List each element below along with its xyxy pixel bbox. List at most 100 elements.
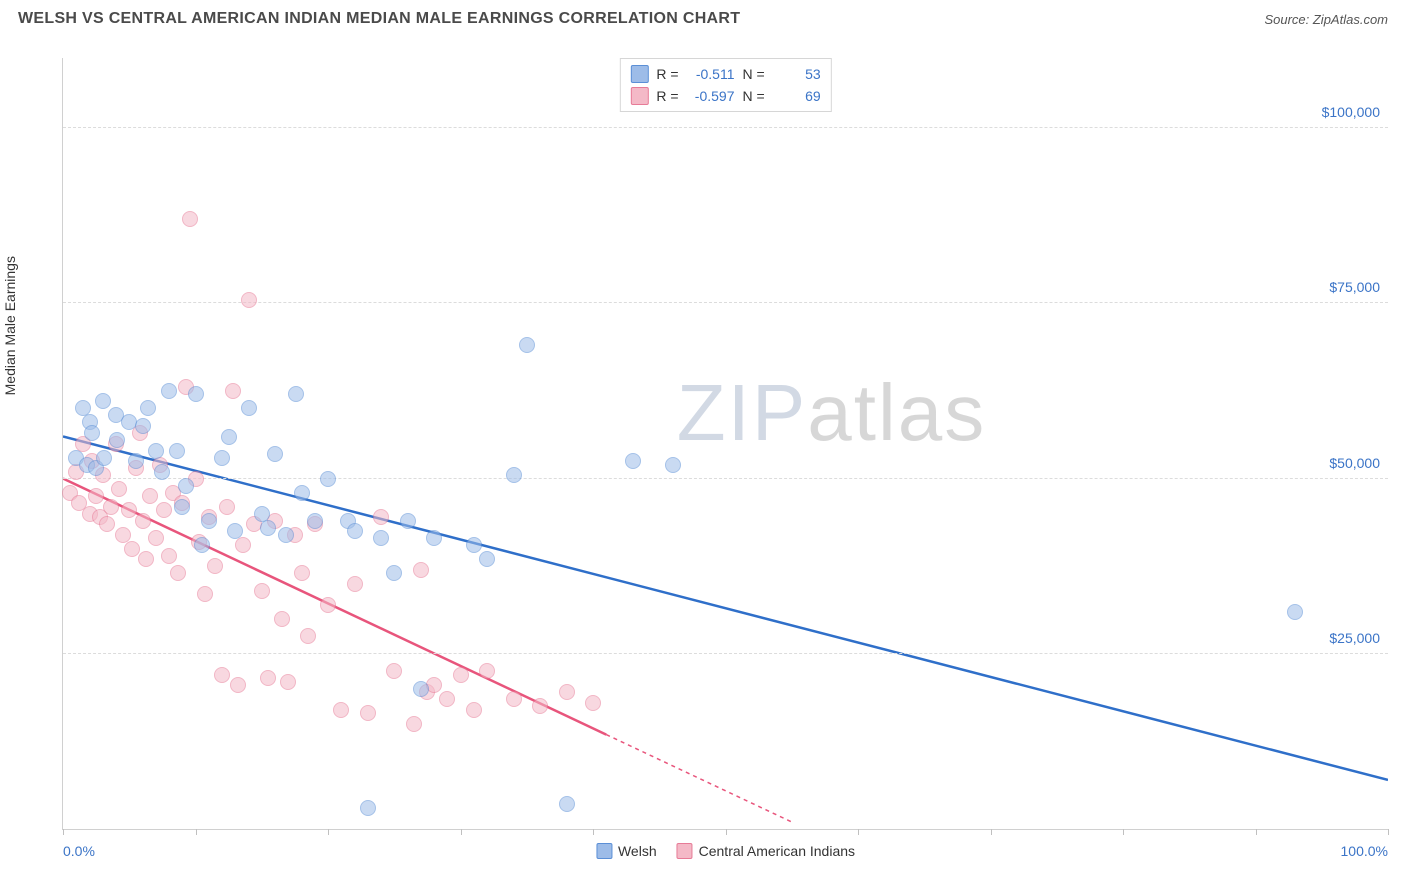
- data-point: [294, 565, 310, 581]
- data-point: [625, 453, 641, 469]
- gridline: [63, 653, 1388, 654]
- chart-source: Source: ZipAtlas.com: [1264, 12, 1388, 27]
- y-tick-label: $75,000: [1329, 279, 1380, 295]
- data-point: [140, 400, 156, 416]
- data-point: [307, 513, 323, 529]
- data-point: [333, 702, 349, 718]
- data-point: [148, 530, 164, 546]
- data-point: [426, 530, 442, 546]
- data-point: [241, 400, 257, 416]
- data-point: [214, 667, 230, 683]
- data-point: [194, 537, 210, 553]
- data-point: [347, 576, 363, 592]
- data-point: [219, 499, 235, 515]
- x-tick: [461, 829, 462, 835]
- data-point: [347, 523, 363, 539]
- data-point: [111, 481, 127, 497]
- x-tick: [63, 829, 64, 835]
- data-point: [124, 541, 140, 557]
- data-point: [532, 698, 548, 714]
- chart-area: Median Male Earnings ZIPatlas R =-0.511N…: [18, 40, 1388, 874]
- data-point: [178, 478, 194, 494]
- data-point: [506, 691, 522, 707]
- corr-n-label: N =: [743, 66, 765, 82]
- data-point: [260, 520, 276, 536]
- corr-r-label: R =: [656, 88, 678, 104]
- y-axis-label: Median Male Earnings: [2, 256, 18, 395]
- corr-r-value: -0.511: [687, 66, 735, 82]
- data-point: [241, 292, 257, 308]
- data-point: [280, 674, 296, 690]
- data-point: [294, 485, 310, 501]
- data-point: [300, 628, 316, 644]
- data-point: [400, 513, 416, 529]
- x-tick: [1388, 829, 1389, 835]
- x-tick: [858, 829, 859, 835]
- watermark-zip: ZIP: [677, 368, 807, 457]
- data-point: [95, 393, 111, 409]
- data-point: [227, 523, 243, 539]
- x-tick: [593, 829, 594, 835]
- data-point: [386, 663, 402, 679]
- corr-n-value: 53: [773, 66, 821, 82]
- gridline: [63, 127, 1388, 128]
- x-axis-min-label: 0.0%: [63, 843, 95, 859]
- legend-label: Welsh: [618, 843, 657, 859]
- plot-region: ZIPatlas R =-0.511N =53R =-0.597N =69 0.…: [62, 58, 1388, 830]
- data-point: [154, 464, 170, 480]
- data-point: [156, 502, 172, 518]
- data-point: [320, 471, 336, 487]
- data-point: [135, 418, 151, 434]
- data-point: [1287, 604, 1303, 620]
- data-point: [439, 691, 455, 707]
- data-point: [235, 537, 251, 553]
- y-tick-label: $100,000: [1322, 104, 1380, 120]
- trend-lines: [63, 58, 1388, 829]
- corr-legend-row: R = -0.597 N = 69: [630, 85, 820, 107]
- data-point: [138, 551, 154, 567]
- legend-swatch: [630, 65, 648, 83]
- legend-label: Central American Indians: [699, 843, 855, 859]
- data-point: [88, 488, 104, 504]
- data-point: [148, 443, 164, 459]
- data-point: [99, 516, 115, 532]
- x-tick: [1256, 829, 1257, 835]
- x-tick: [1123, 829, 1124, 835]
- data-point: [506, 467, 522, 483]
- data-point: [161, 548, 177, 564]
- data-point: [406, 716, 422, 732]
- corr-r-value: -0.597: [687, 88, 735, 104]
- legend-swatch: [677, 843, 693, 859]
- data-point: [214, 450, 230, 466]
- y-tick-label: $50,000: [1329, 455, 1380, 471]
- data-point: [135, 513, 151, 529]
- data-point: [585, 695, 601, 711]
- watermark: ZIPatlas: [677, 367, 986, 459]
- data-point: [161, 383, 177, 399]
- corr-n-value: 69: [773, 88, 821, 104]
- data-point: [84, 425, 100, 441]
- gridline: [63, 478, 1388, 479]
- data-point: [182, 211, 198, 227]
- data-point: [360, 705, 376, 721]
- gridline: [63, 302, 1388, 303]
- data-point: [559, 796, 575, 812]
- corr-n-label: N =: [743, 88, 765, 104]
- correlation-legend: R = -0.511 N = 53 R = -0.597 N = 69: [619, 58, 831, 112]
- chart-title: WELSH VS CENTRAL AMERICAN INDIAN MEDIAN …: [18, 10, 740, 28]
- data-point: [201, 513, 217, 529]
- legend-item: Central American Indians: [677, 843, 855, 859]
- x-axis-max-label: 100.0%: [1341, 843, 1388, 859]
- data-point: [559, 684, 575, 700]
- data-point: [197, 586, 213, 602]
- data-point: [267, 446, 283, 462]
- data-point: [413, 681, 429, 697]
- data-point: [109, 432, 125, 448]
- data-point: [169, 443, 185, 459]
- data-point: [373, 509, 389, 525]
- x-tick: [196, 829, 197, 835]
- data-point: [288, 386, 304, 402]
- data-point: [519, 337, 535, 353]
- x-tick: [991, 829, 992, 835]
- data-point: [221, 429, 237, 445]
